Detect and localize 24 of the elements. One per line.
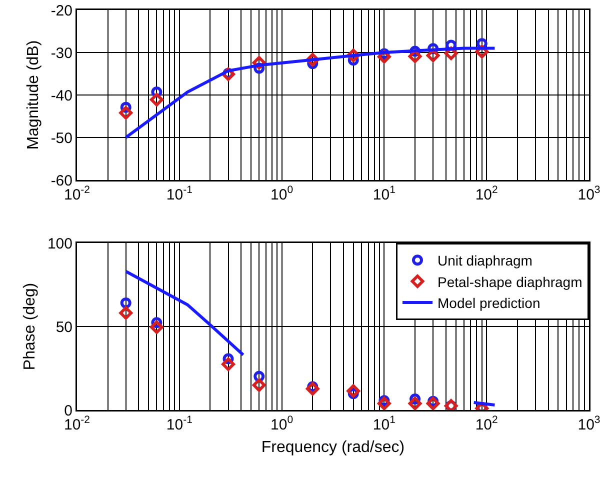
x-tick-label: 10$^{-1}$ bbox=[166, 414, 193, 434]
y-tick-label: 100 bbox=[47, 235, 72, 252]
x-tick-label: 10$^{3}$ bbox=[578, 414, 600, 434]
x-tick-label: 10$^{3}$ bbox=[578, 184, 600, 204]
legend-label: Unit diaphragm bbox=[438, 252, 532, 269]
y-axis-title: Magnitude (dB) bbox=[24, 40, 42, 150]
y-tick-label: 0 bbox=[64, 402, 72, 420]
x-tick-label: 10$^{1}$ bbox=[372, 414, 396, 434]
x-tick-label: 10$^{0}$ bbox=[270, 414, 294, 434]
x-tick-label: 10$^{2}$ bbox=[475, 184, 498, 204]
y-tick-label: -40 bbox=[50, 87, 72, 104]
y-tick-label: -20 bbox=[50, 2, 72, 20]
x-tick-label: 10$^{-1}$ bbox=[166, 184, 193, 204]
legend-label: Petal-shape diaphragm bbox=[438, 274, 582, 290]
y-axis-title: Phase (deg) bbox=[22, 282, 39, 370]
y-tick-label: -50 bbox=[50, 130, 72, 147]
x-tick-label: 10$^{0}$ bbox=[270, 184, 294, 204]
x-tick-label: 10$^{1}$ bbox=[372, 184, 396, 204]
legend-label: Model prediction bbox=[438, 294, 540, 311]
x-axis-title: Frequency (rad/sec) bbox=[261, 438, 405, 456]
y-tick-label: -30 bbox=[50, 44, 72, 62]
y-tick-label: 50 bbox=[56, 318, 72, 336]
y-tick-label: -60 bbox=[50, 172, 72, 190]
x-tick-label: 10$^{2}$ bbox=[475, 414, 498, 434]
